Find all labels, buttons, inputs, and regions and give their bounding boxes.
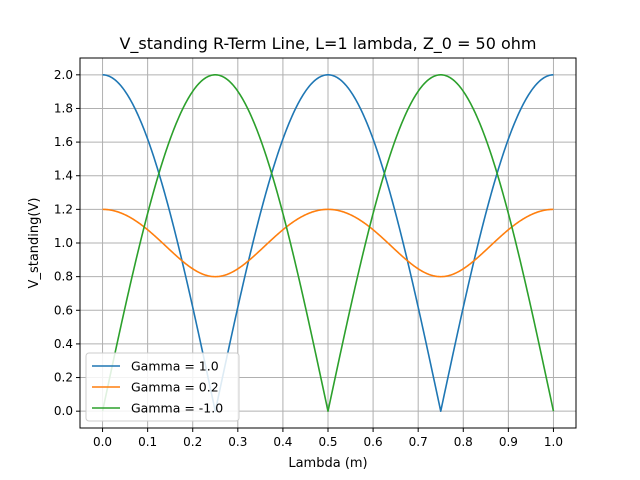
y-tick-label: 2.0 — [54, 68, 73, 82]
x-tick-label: 0.9 — [499, 435, 518, 449]
series-line-3 — [101, 74, 555, 412]
x-axis-ticks: 0.0 0.1 0.2 0.3 0.4 0.5 0.6 0.7 0.8 0.9 1.0 — [93, 428, 563, 449]
x-tick-label: 0.3 — [228, 435, 247, 449]
legend-label: Gamma = 0.2 — [131, 380, 219, 395]
y-tick-label: 1.8 — [54, 101, 73, 115]
y-tick-label: 1.6 — [54, 135, 73, 149]
y-tick-label: 0.0 — [54, 404, 73, 418]
x-tick-label: 0.5 — [318, 435, 337, 449]
y-tick-label: 0.2 — [54, 371, 73, 385]
y-tick-label: 0.8 — [54, 270, 73, 284]
x-axis-label: Lambda (m) — [288, 456, 367, 471]
chart-title: V_standing R-Term Line, L=1 lambda, Z_0 … — [119, 34, 536, 54]
y-axis-ticks: 0.0 0.2 0.4 0.6 0.8 1.0 1.2 1.4 1.6 1.8 2.0 — [54, 68, 80, 418]
y-tick-label: 0.6 — [54, 303, 73, 317]
series-line-1 — [102, 74, 554, 412]
y-axis-label: V_standing(V) — [27, 198, 42, 289]
x-tick-label: 0.0 — [93, 435, 112, 449]
x-tick-label: 0.6 — [364, 435, 383, 449]
legend: Gamma = 1.0 Gamma = 0.2 Gamma = -1.0 — [85, 352, 240, 422]
y-tick-label: 1.4 — [54, 169, 73, 183]
legend-label: Gamma = -1.0 — [131, 401, 223, 416]
x-tick-label: 0.1 — [138, 435, 157, 449]
x-tick-label: 0.4 — [273, 435, 292, 449]
legend-box — [85, 352, 240, 422]
x-tick-label: 0.7 — [409, 435, 428, 449]
y-tick-label: 1.0 — [54, 236, 73, 250]
series-line-2 — [102, 208, 554, 278]
x-tick-label: 0.2 — [183, 435, 202, 449]
x-tick-label: 1.0 — [544, 435, 563, 449]
legend-label: Gamma = 1.0 — [131, 359, 219, 374]
x-tick-label: 0.8 — [454, 435, 473, 449]
y-tick-label: 0.4 — [54, 337, 73, 351]
series-lines — [101, 74, 555, 412]
y-tick-label: 1.2 — [54, 202, 73, 216]
